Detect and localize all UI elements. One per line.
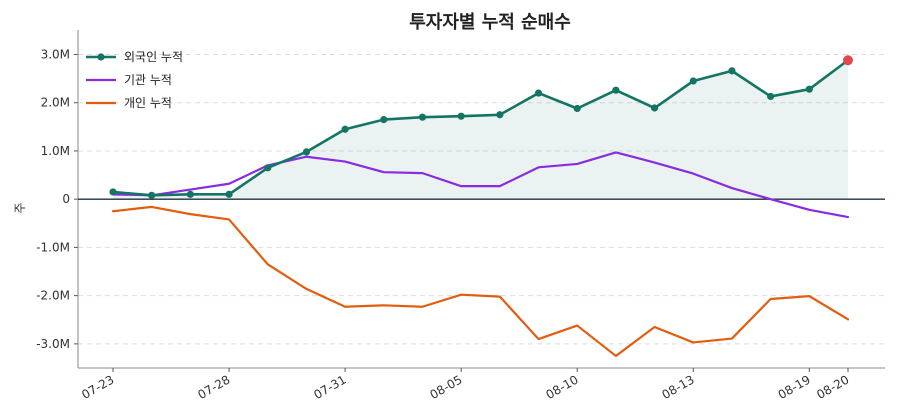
x-tick-label: 08-05 [427, 372, 464, 402]
series-area-fill [113, 60, 848, 200]
data-point [534, 89, 543, 97]
y-tick-label: 3.0M [41, 47, 70, 61]
y-tick-label: -2.0M [36, 289, 70, 303]
data-point [767, 92, 775, 101]
data-point [805, 85, 813, 93]
y-axis-label: 주 [13, 202, 27, 213]
data-point [264, 164, 272, 172]
data-point [418, 113, 427, 121]
y-tick-label: -1.0M [36, 240, 70, 254]
x-tick-label: 07-23 [79, 372, 116, 402]
legend-marker [97, 53, 105, 61]
data-point [380, 115, 388, 124]
y-tick-label: -3.0M [36, 337, 70, 351]
chart-title: 투자자별 누적 순매수 [409, 12, 571, 33]
legend-label: 외국인 누적 [124, 50, 183, 64]
data-point [109, 188, 117, 196]
series-markers [109, 55, 853, 199]
data-point [225, 190, 233, 198]
x-tick-label: 08-10 [544, 372, 581, 402]
legend-label: 기관 누적 [124, 73, 172, 87]
data-point [148, 191, 156, 199]
data-point [496, 111, 504, 119]
series-line [111, 205, 850, 358]
data-point [302, 148, 311, 156]
data-point [457, 112, 465, 120]
last-point-highlight [843, 55, 853, 66]
data-point [573, 104, 581, 113]
data-point [341, 125, 349, 133]
x-tick-label: 07-28 [195, 372, 232, 402]
data-point [186, 190, 194, 198]
series-line [111, 151, 850, 219]
data-point [650, 104, 659, 112]
data-point [689, 77, 697, 85]
series-line [111, 58, 850, 197]
x-tick-label: 08-13 [660, 372, 697, 402]
data-point [612, 86, 620, 94]
y-tick-label: 0 [62, 192, 70, 206]
x-tick-label: 08-20 [814, 372, 851, 402]
x-tick-label: 07-31 [311, 372, 348, 402]
area-fills [113, 60, 848, 200]
legend-label: 개인 누적 [124, 96, 172, 110]
x-tick-label: 08-19 [776, 372, 813, 402]
series-lines [111, 58, 850, 358]
y-tick-label: 2.0M [41, 96, 70, 110]
y-tick-label: 1.0M [41, 144, 70, 158]
data-point [728, 67, 736, 75]
